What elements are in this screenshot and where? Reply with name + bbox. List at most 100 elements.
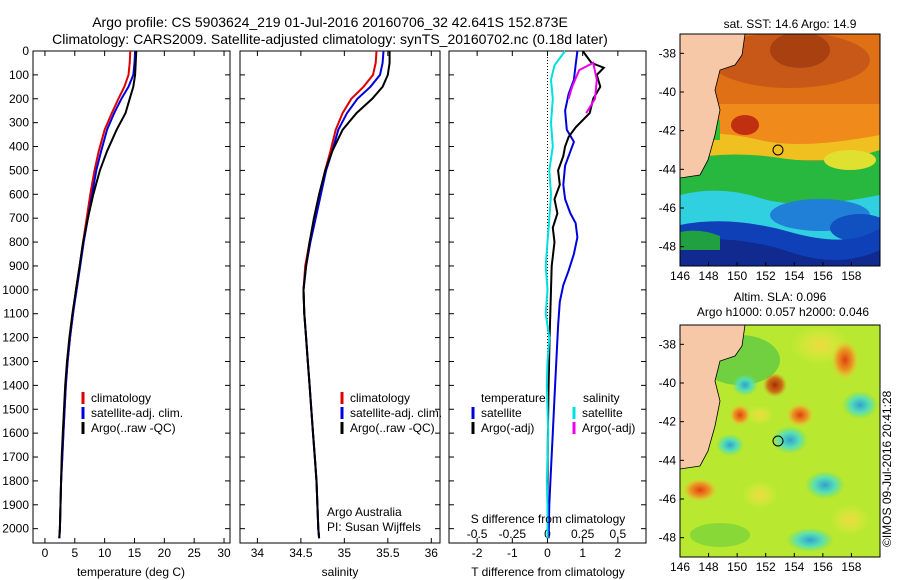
salinity-legend: climatology satellite-adj. clim. Argo(..… bbox=[340, 391, 442, 435]
lon-tick-label: 146 bbox=[670, 560, 690, 574]
sst-map-frame bbox=[679, 33, 881, 267]
depth-tick-label: 500 bbox=[9, 163, 29, 177]
depth-tick-label: 0 bbox=[22, 44, 29, 58]
sla-map-ticks: 146 148 150 152 154 156 158 -38 -40 -42 -44 -46 -48 bbox=[659, 337, 862, 574]
lon-tick-label: 146 bbox=[670, 269, 690, 283]
legend-temperature-title: temperature bbox=[481, 391, 546, 405]
depth-tick-label: 1600 bbox=[2, 426, 29, 440]
series-line-t-satellite bbox=[547, 50, 579, 539]
x-tick-label: -1 bbox=[507, 546, 518, 560]
difference-panel: -2 -1 0 1 2 -0.5 -0.25 0 0.25 0.5 S difference f… bbox=[448, 50, 647, 579]
legend-t-satellite-label: satellite bbox=[481, 406, 522, 420]
lon-tick-label: 158 bbox=[841, 269, 861, 283]
lat-tick-label: -48 bbox=[659, 531, 677, 545]
legend-satellite-label: satellite-adj. clim. bbox=[91, 406, 183, 420]
depth-tick-label: 1300 bbox=[2, 354, 29, 368]
legend-salinity-title: salinity bbox=[583, 391, 620, 405]
x-tick-label: 35 bbox=[338, 546, 352, 560]
sst-heatmap bbox=[680, 34, 880, 266]
figure-title-line2: Climatology: CARS2009. Satellite-adjuste… bbox=[52, 31, 608, 47]
depth-tick-label: 300 bbox=[9, 116, 29, 130]
lat-tick-label: -42 bbox=[659, 415, 677, 429]
lon-tick-label: 152 bbox=[756, 269, 776, 283]
temperature-axis-label: temperature (deg C) bbox=[77, 565, 185, 579]
x-tick-label: 30 bbox=[217, 546, 231, 560]
depth-tick-label: 1700 bbox=[2, 450, 29, 464]
lon-tick-label: 148 bbox=[699, 269, 719, 283]
lon-tick-label: 156 bbox=[813, 560, 833, 574]
lat-tick-label: -46 bbox=[659, 492, 677, 506]
credit-pi-name: PI: Susan Wijffels bbox=[327, 520, 421, 534]
sla-map-land bbox=[680, 325, 746, 470]
lat-tick-label: -38 bbox=[659, 337, 677, 351]
lon-tick-label: 150 bbox=[727, 560, 747, 574]
depth-tick-label: 1200 bbox=[2, 331, 29, 345]
depth-tick-label: 700 bbox=[9, 211, 29, 225]
depth-tick-label: 400 bbox=[9, 140, 29, 154]
legend-s-argo-label: Argo(-adj) bbox=[582, 421, 635, 435]
sla-map-title-line1: Altim. SLA: 0.096 bbox=[734, 290, 827, 304]
x-tick-label: 2 bbox=[615, 546, 622, 560]
depth-tick-label: 900 bbox=[9, 259, 29, 273]
lon-tick-label: 154 bbox=[784, 269, 804, 283]
sla-map-panel: Altim. SLA: 0.096 Argo h1000: 0.057 h200… bbox=[659, 290, 881, 574]
lat-tick-label: -44 bbox=[659, 162, 677, 176]
depth-tick-label: 2000 bbox=[2, 522, 29, 536]
series-line-argo-raw-qc bbox=[58, 50, 138, 539]
depth-tick-label: 200 bbox=[9, 92, 29, 106]
x-tick-label: 36 bbox=[425, 546, 439, 560]
sst-map-title: sat. SST: 14.6 Argo: 14.9 bbox=[724, 17, 857, 31]
t-difference-axis-label: T difference from climatology bbox=[471, 565, 625, 579]
sla-argo-marker bbox=[772, 435, 784, 447]
lat-tick-label: -48 bbox=[659, 240, 677, 254]
credit-argo-australia: Argo Australia bbox=[327, 505, 402, 519]
s-tick-label: -0.25 bbox=[499, 527, 527, 541]
imos-credit: ©IMOS 09-Jul-2016 20:41:28 bbox=[880, 390, 894, 547]
legend-t-argo-label: Argo(-adj) bbox=[481, 421, 534, 435]
depth-tick-label: 1400 bbox=[2, 378, 29, 392]
difference-depth-ticks bbox=[449, 50, 646, 530]
x-tick-label: 25 bbox=[188, 546, 202, 560]
sst-map-panel: sat. SST: 14.6 Argo: 14.9 146 148 150 152 15… bbox=[659, 17, 881, 283]
depth-tick-label: 1900 bbox=[2, 498, 29, 512]
temperature-plot-frame bbox=[32, 50, 231, 544]
s-difference-axis-label: S difference from climatology bbox=[471, 512, 626, 526]
s-tick-label: 0.25 bbox=[571, 527, 595, 541]
legend-climatology-label: climatology bbox=[350, 391, 410, 405]
depth-tick-label: 800 bbox=[9, 235, 29, 249]
legend-climatology-label: climatology bbox=[91, 391, 151, 405]
depth-tick-label: 1800 bbox=[2, 474, 29, 488]
x-tick-label: 10 bbox=[98, 546, 112, 560]
x-tick-label: 15 bbox=[128, 546, 142, 560]
depth-axis-ticks: 0 100 200 300 400 500 600 700 800 900 1000 1100 1200… bbox=[2, 44, 230, 536]
series-line-s-argo-adj bbox=[567, 61, 598, 114]
depth-tick-label: 600 bbox=[9, 187, 29, 201]
series-line-argo-raw-qc bbox=[302, 51, 391, 539]
x-tick-label: 35.5 bbox=[376, 546, 400, 560]
temperature-axis-ticks: 0 5 10 15 20 25 30 bbox=[42, 51, 231, 560]
s-tick-label: -0.5 bbox=[467, 527, 488, 541]
sst-argo-marker bbox=[772, 144, 784, 156]
figure-title-line1: Argo profile: CS 5903624_219 01-Jul-2016… bbox=[92, 14, 568, 30]
lat-tick-label: -44 bbox=[659, 453, 677, 467]
salinity-axis-label: salinity bbox=[322, 565, 359, 579]
lat-tick-label: -40 bbox=[659, 376, 677, 390]
lon-tick-label: 154 bbox=[784, 560, 804, 574]
temperature-panel: 0100200300400500600700800900100011001200… bbox=[2, 44, 231, 579]
x-tick-label: 34.5 bbox=[289, 546, 313, 560]
legend-s-satellite-label: satellite bbox=[582, 406, 623, 420]
sla-map-frame bbox=[679, 324, 881, 558]
legend-argo-label: Argo(..raw -QC) bbox=[350, 421, 435, 435]
depth-tick-label: 1100 bbox=[3, 307, 29, 321]
lon-tick-label: 152 bbox=[756, 560, 776, 574]
legend-satellite-label: satellite-adj. clim. bbox=[350, 406, 442, 420]
temperature-legend: climatology satellite-adj. clim. Argo(..… bbox=[81, 391, 183, 435]
lon-tick-label: 158 bbox=[841, 560, 861, 574]
sst-map-ticks: 146 148 150 152 154 156 158 -38 -40 -42 -44 -46 -48 bbox=[659, 46, 862, 283]
salinity-axis-ticks: 34 34.5 35 35.5 36 bbox=[251, 51, 439, 560]
depth-tick-label: 1000 bbox=[2, 283, 29, 297]
sst-map-land bbox=[680, 34, 746, 179]
lon-tick-label: 150 bbox=[727, 269, 747, 283]
x-tick-label: 34 bbox=[251, 546, 265, 560]
